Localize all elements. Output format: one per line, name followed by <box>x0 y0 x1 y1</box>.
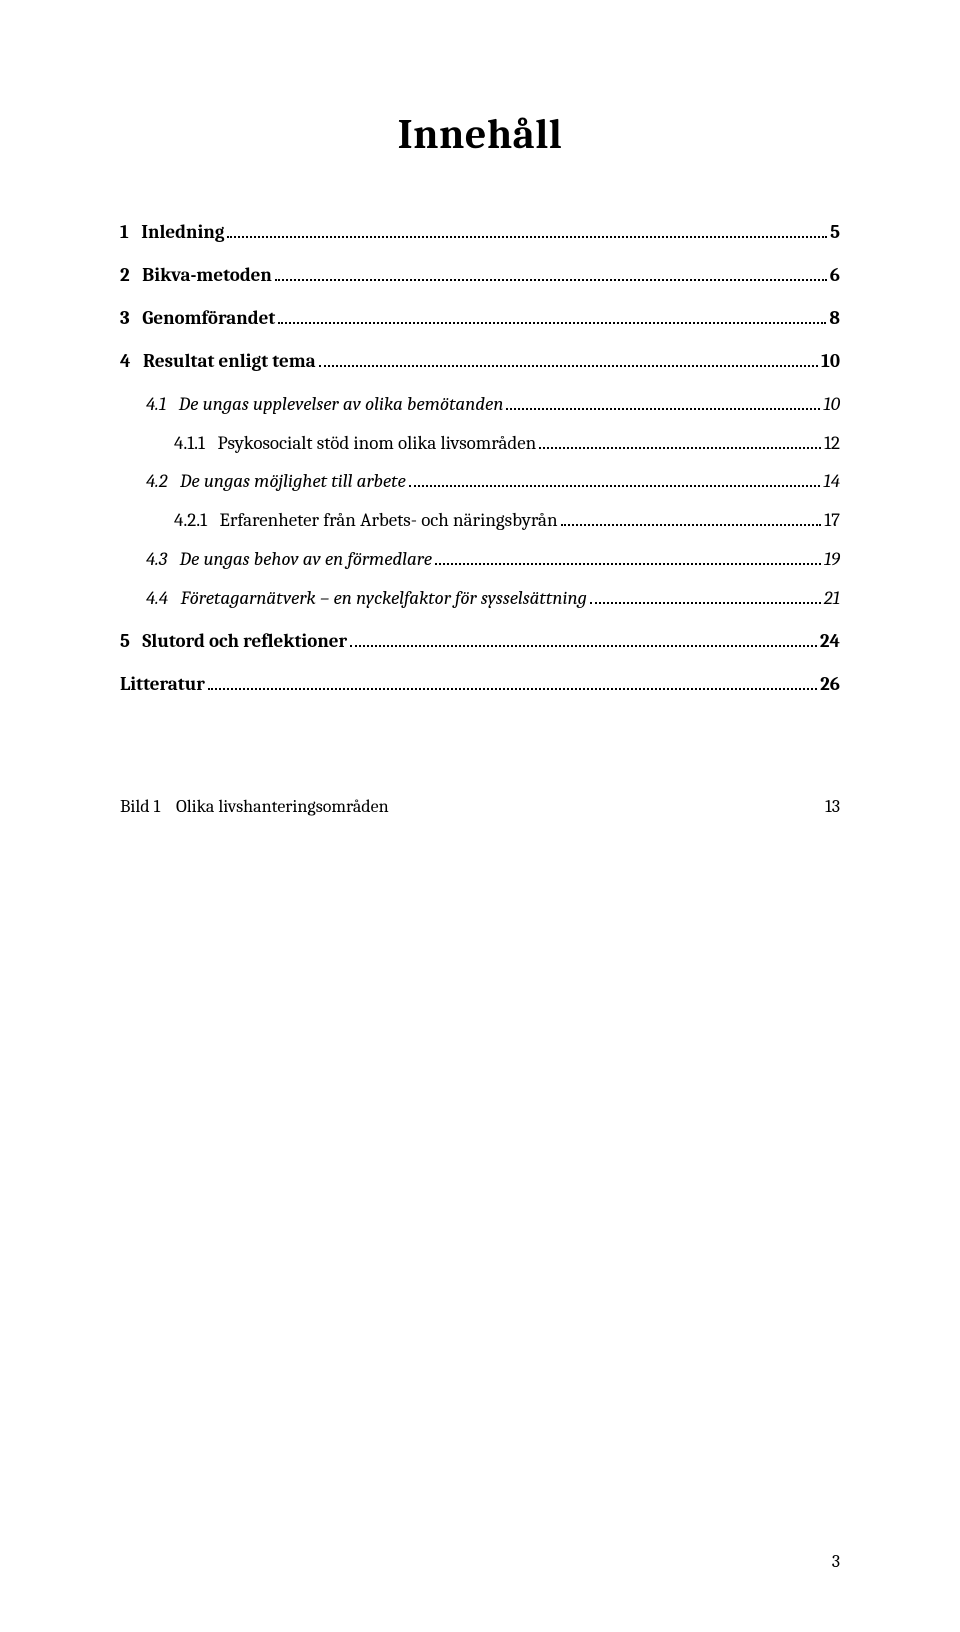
toc-label: 2 Bikva-metoden <box>120 264 272 287</box>
toc-label: 3 Genomförandet <box>120 307 275 330</box>
list-of-figures: Bild 1 Olika livshanteringsområden 13 <box>120 796 840 817</box>
dot-leader <box>319 348 819 367</box>
dot-leader <box>227 219 827 238</box>
dot-leader <box>278 305 826 324</box>
figure-page: 13 <box>825 796 840 817</box>
dot-leader <box>435 546 821 565</box>
toc-label: Litteratur <box>120 673 205 696</box>
toc-label: 4.2 De ungas möjlighet till arbete <box>146 470 406 493</box>
toc-page: 12 <box>824 432 840 455</box>
toc-page: 26 <box>820 673 840 696</box>
spacer <box>392 796 823 812</box>
dot-leader <box>275 262 827 281</box>
toc-page: 14 <box>823 470 840 493</box>
toc-page: 10 <box>821 350 840 373</box>
toc-page: 5 <box>830 221 840 244</box>
toc-entry: 4.1.1 Psykosocialt stöd inom olika livso… <box>120 429 840 454</box>
dot-leader <box>350 628 817 647</box>
page-number: 3 <box>832 1551 840 1572</box>
toc-entry: 4.2 De ungas möjlighet till arbete 14 <box>120 468 840 493</box>
toc-title: Innehåll <box>120 110 840 159</box>
page: Innehåll 1 Inledning 5 2 Bikva-metoden 6… <box>0 0 960 1632</box>
toc-label: 5 Slutord och reflektioner <box>120 630 347 653</box>
toc-page: 21 <box>824 587 840 610</box>
toc-page: 10 <box>823 393 840 416</box>
toc-label: 4.3 De ungas behov av en förmedlare <box>146 548 432 571</box>
toc-label: 4.2.1 Erfarenheter från Arbets- och näri… <box>174 509 558 532</box>
toc-label: 1 Inledning <box>120 221 224 244</box>
toc-page: 19 <box>824 548 840 571</box>
dot-leader <box>506 391 820 410</box>
toc-label: 4.1.1 Psykosocialt stöd inom olika livso… <box>174 432 536 455</box>
figure-entry: Bild 1 Olika livshanteringsområden 13 <box>120 796 840 817</box>
table-of-contents: 1 Inledning 5 2 Bikva-metoden 6 3 Genomf… <box>120 219 840 696</box>
toc-page: 6 <box>830 264 840 287</box>
toc-entry: Litteratur 26 <box>120 671 840 696</box>
toc-entry: 4.4 Företagarnätverk – en nyckelfaktor f… <box>120 585 840 610</box>
toc-page: 24 <box>820 630 840 653</box>
toc-entry: 5 Slutord och reflektioner 24 <box>120 628 840 653</box>
toc-entry: 4.2.1 Erfarenheter från Arbets- och näri… <box>120 507 840 532</box>
toc-label: 4.1 De ungas upplevelser av olika bemöta… <box>146 393 503 416</box>
dot-leader <box>539 429 821 448</box>
dot-leader <box>561 507 822 526</box>
toc-entry: 1 Inledning 5 <box>120 219 840 244</box>
toc-label: 4 Resultat enligt tema <box>120 350 316 373</box>
dot-leader <box>208 671 817 690</box>
figure-label: Bild 1 Olika livshanteringsområden <box>120 796 389 817</box>
toc-entry: 4.1 De ungas upplevelser av olika bemöta… <box>120 391 840 416</box>
toc-page: 17 <box>824 509 840 532</box>
toc-entry: 2 Bikva-metoden 6 <box>120 262 840 287</box>
toc-page: 8 <box>829 307 840 330</box>
toc-entry: 4.3 De ungas behov av en förmedlare 19 <box>120 546 840 571</box>
dot-leader <box>590 585 821 604</box>
toc-entry: 4 Resultat enligt tema 10 <box>120 348 840 373</box>
toc-label: 4.4 Företagarnätverk – en nyckelfaktor f… <box>146 587 587 610</box>
dot-leader <box>409 468 820 487</box>
toc-entry: 3 Genomförandet 8 <box>120 305 840 330</box>
